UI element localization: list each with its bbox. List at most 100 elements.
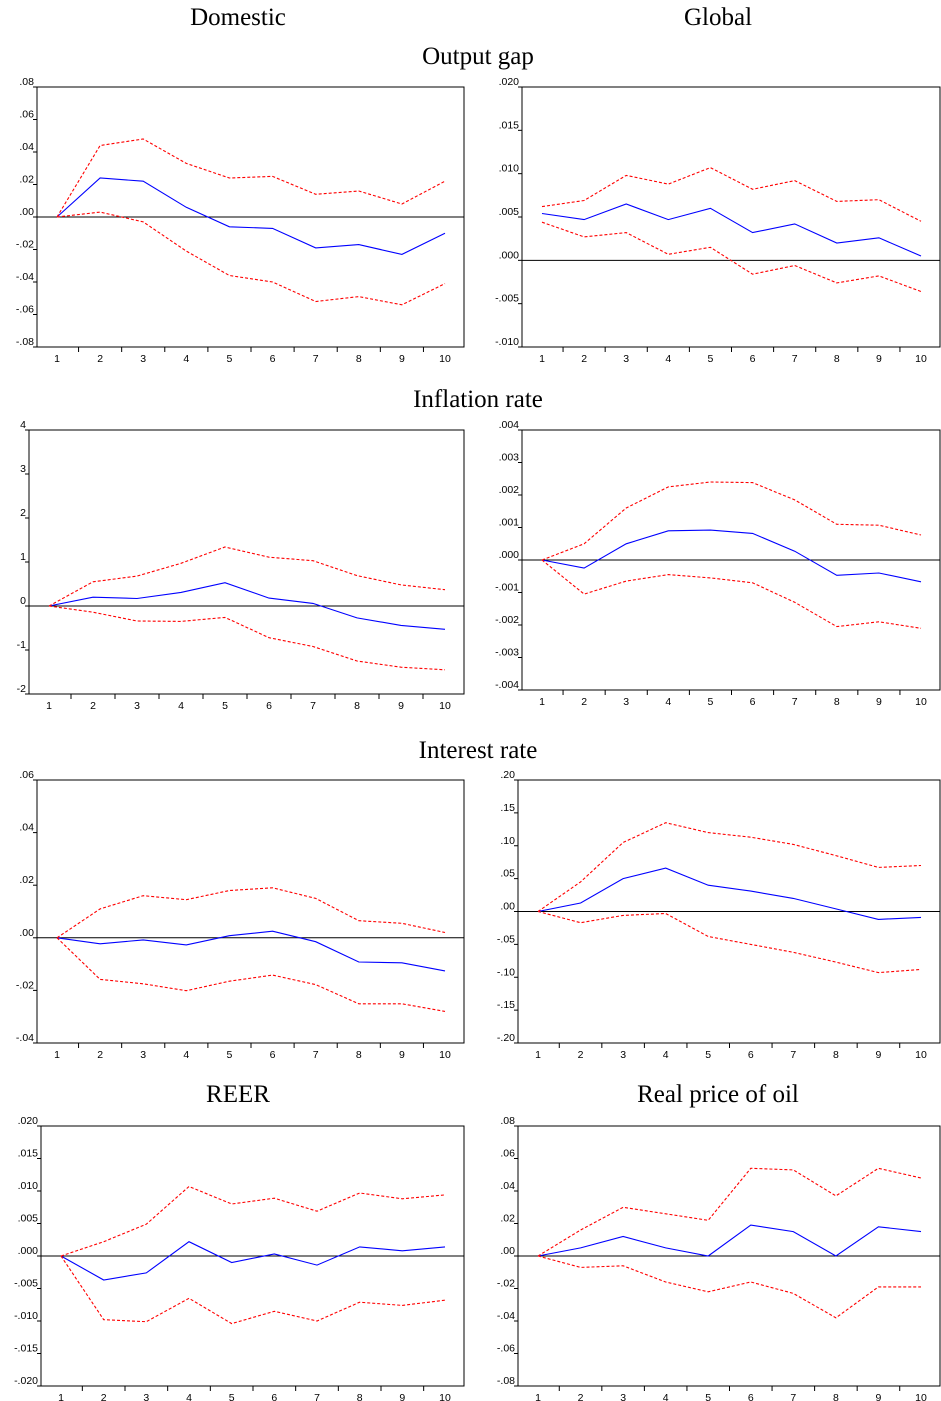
x-tick-label: 8 [354,700,360,712]
x-tick-label: 10 [439,1392,451,1401]
x-tick-label: 4 [178,700,184,712]
row-title-inflation: Inflation rate [413,386,543,413]
x-tick-label: 9 [876,1049,882,1061]
confidence-band-lower [56,937,446,1012]
x-tick-label: 9 [876,1392,882,1401]
y-tick-label: -.020 [14,1375,38,1387]
x-tick-label: 4 [663,1049,669,1061]
x-tick-label: 5 [227,353,233,365]
y-tick-label: -.04 [497,1310,515,1322]
x-tick-label: 6 [750,696,756,708]
x-tick-label: 6 [266,700,272,712]
x-tick-label: 9 [399,353,405,365]
x-tick-label: 5 [705,1392,711,1401]
x-tick-label: 8 [357,1392,363,1401]
y-tick-label: -.08 [497,1375,515,1387]
x-tick-label: 7 [792,696,798,708]
x-tick-label: 5 [705,1049,711,1061]
x-tick-label: 2 [101,1392,107,1401]
plot-frame [28,429,465,695]
x-tick-label: 6 [271,1392,277,1401]
x-tick-label: 4 [665,696,671,708]
x-tick-label: 10 [915,353,927,365]
y-tick-label: -.20 [497,1032,515,1044]
x-tick-label: 3 [620,1392,626,1401]
y-tick-label: .00 [19,927,34,939]
y-tick-label: 1 [20,551,26,563]
x-tick-label: 2 [97,353,103,365]
y-tick-label: .06 [19,109,34,121]
x-tick-label: 8 [833,1049,839,1061]
y-tick-label: .05 [500,868,515,880]
x-tick-label: 10 [915,1049,927,1061]
x-tick-label: 3 [134,700,140,712]
x-tick-label: 4 [186,1392,192,1401]
y-tick-label: -.06 [497,1343,515,1355]
y-tick-label: 0 [20,595,26,607]
confidence-band-upper [48,546,446,607]
column-heading-global: Global [683,4,753,31]
y-tick-label: .000 [18,1245,39,1257]
y-tick-label: -.05 [497,933,515,945]
confidence-band-upper [56,138,446,218]
x-tick-label: 4 [183,1049,189,1061]
x-tick-label: 4 [665,353,671,365]
confidence-band-lower [541,221,922,293]
chart-domestic-interest: .06 .04 .02 .00 -.02 -.04 1 2 3 4 5 6 7 8 9 10 [16,769,465,1061]
response-line [537,867,922,920]
y-tick-label: .06 [19,769,34,781]
response-line [537,1224,922,1257]
confidence-band-lower [537,910,922,974]
chart-domestic-output-gap: .08 .06 .04 .02 .00 -.02 -.04 -.06 -.08 1 2 3 4 5 6 7 8 9… [16,76,465,365]
y-tick-label: .02 [19,874,34,886]
y-tick-label: -.004 [495,679,519,691]
x-tick-label: 5 [229,1392,235,1401]
x-tick-label: 8 [356,1049,362,1061]
confidence-band-upper [537,1167,922,1257]
y-tick-label: .001 [499,517,520,529]
x-tick-label: 7 [792,353,798,365]
confidence-band-upper [537,822,922,912]
confidence-band-lower [48,605,446,671]
y-tick-label: -.005 [495,293,519,305]
x-tick-label: 10 [439,700,451,712]
y-tick-label: -.02 [497,1278,515,1290]
y-tick-label: -.04 [16,1032,34,1044]
x-tick-label: 8 [833,1392,839,1401]
y-tick-label: -.010 [495,336,519,348]
x-tick-label: 9 [399,1392,405,1401]
y-tick-label: .000 [499,249,520,261]
y-tick-label: -.015 [14,1343,38,1355]
y-tick-label: 2 [20,507,26,519]
x-tick-label: 1 [54,353,60,365]
y-tick-label: -.005 [14,1278,38,1290]
y-tick-label: -.001 [495,582,519,594]
row-title-output-gap: Output gap [422,43,534,70]
y-tick-label: .010 [499,163,520,175]
x-tick-label: 7 [314,1392,320,1401]
chart-global-inflation: .004 .003 .002 .001 .000 -.001 -.002 -.003 -.004… [495,419,941,708]
y-tick-label: -.04 [16,271,34,283]
response-line [541,529,922,583]
x-tick-label: 8 [356,353,362,365]
x-tick-label: 9 [876,353,882,365]
y-tick-label: .06 [500,1148,515,1160]
y-tick-label: .005 [499,206,520,218]
x-tick-label: 5 [708,696,714,708]
y-tick-label: .00 [500,901,515,913]
y-tick-label: -2 [17,683,26,695]
y-tick-label: .15 [500,802,515,814]
x-tick-label: 3 [140,353,146,365]
y-tick-label: .004 [499,419,520,431]
x-tick-label: 6 [270,1049,276,1061]
y-tick-label: .04 [500,1180,515,1192]
row-title-oil: Real price of oil [637,1081,799,1108]
y-tick-label: -.10 [497,966,515,978]
chart-global-oil: .08 .06 .04 .02 .00 -.02 -.04 -.06 -.08 1 2 3 4 5 6 7 8 9… [497,1115,941,1401]
x-tick-label: 7 [313,1049,319,1061]
x-tick-label: 7 [790,1392,796,1401]
x-tick-label: 2 [581,353,587,365]
x-tick-label: 4 [663,1392,669,1401]
column-heading-domestic: Domestic [190,4,286,31]
